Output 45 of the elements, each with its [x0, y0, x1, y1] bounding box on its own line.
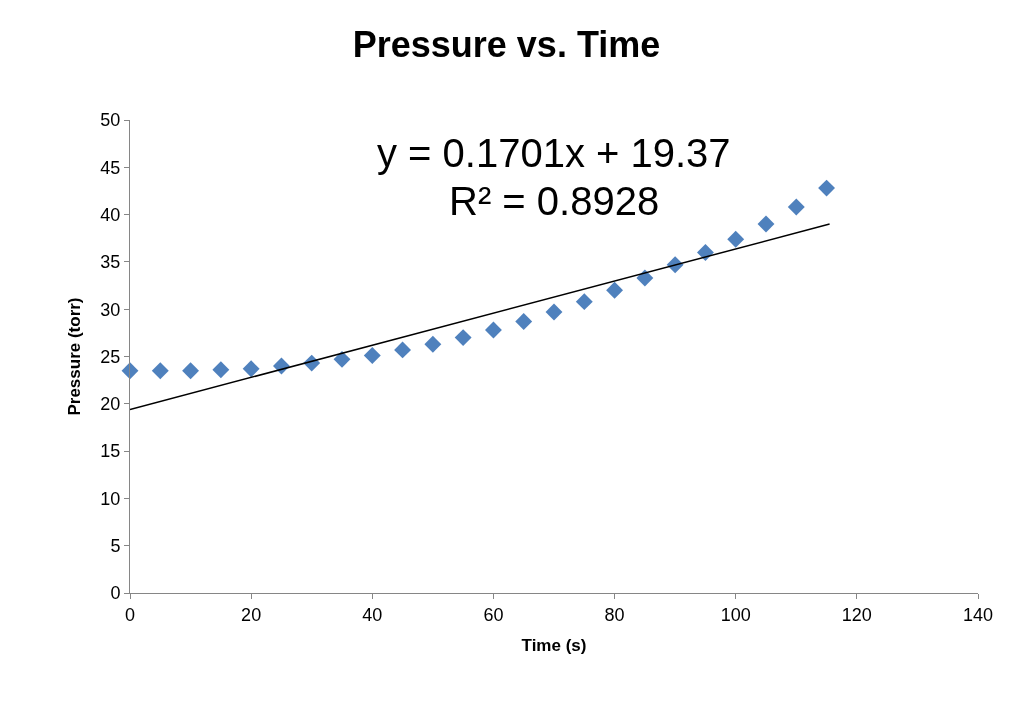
point — [454, 329, 472, 347]
point — [242, 360, 260, 378]
x-axis-title: Time (s) — [521, 636, 587, 655]
chart-title: Pressure vs. Time — [352, 24, 661, 66]
point — [545, 303, 563, 321]
y-tick-label: 0 — [110, 583, 121, 604]
point — [757, 215, 775, 233]
y-tick-label: 25 — [100, 346, 121, 367]
y-tick-label: 45 — [100, 157, 121, 178]
x-tick-label: 120 — [841, 604, 872, 625]
y-tick-label: 35 — [100, 252, 121, 273]
x-tick-label: 140 — [962, 604, 994, 625]
point — [333, 350, 351, 368]
y-tick-label: 20 — [100, 394, 121, 415]
y-tick-label: 15 — [100, 441, 121, 462]
point — [727, 230, 745, 248]
point — [575, 293, 593, 311]
point — [818, 179, 836, 197]
point — [424, 335, 442, 353]
annotation: y = 0.1701x + 19.37 — [377, 131, 731, 175]
y-tick-label: 10 — [100, 488, 121, 509]
x-tick-label: 0 — [124, 604, 136, 625]
y-tick-label: 50 — [100, 110, 121, 131]
point — [212, 361, 230, 379]
x-tick-label: 80 — [604, 604, 625, 625]
x-tick-label: 40 — [362, 604, 383, 625]
x-tick-label: 100 — [720, 604, 751, 625]
y-axis-title: Pressure (torr) — [64, 297, 84, 416]
point — [484, 321, 502, 339]
annotation: R² = 0.8928 — [449, 179, 660, 223]
y-tick-label: 5 — [110, 536, 121, 556]
point — [182, 362, 200, 380]
point — [151, 362, 169, 380]
point — [515, 313, 533, 330]
point — [363, 347, 381, 364]
point — [696, 243, 714, 261]
point — [636, 269, 654, 287]
y-tick-label: 30 — [100, 299, 121, 320]
y-tick-label: 40 — [100, 204, 121, 225]
point — [606, 281, 624, 299]
point — [121, 362, 139, 380]
x-tick-label: 60 — [483, 604, 504, 625]
point — [394, 341, 412, 359]
x-tick-label: 20 — [241, 604, 262, 625]
point — [787, 198, 805, 216]
